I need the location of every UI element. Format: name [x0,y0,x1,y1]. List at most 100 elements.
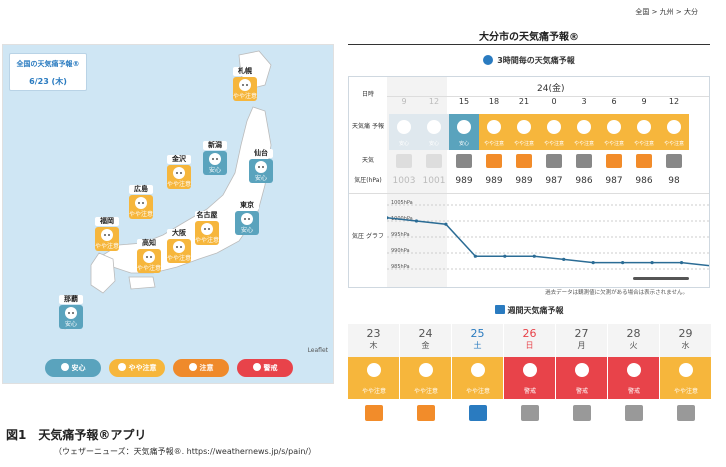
pin-city: 札幌 [233,67,257,76]
pressure-point [709,264,710,267]
week-day-4[interactable]: 27 月警戒 [556,324,608,424]
map-title-box: 全国の天気痛予報® 6/23 (木) [9,53,87,91]
pressure-point [387,216,389,220]
pressure-value: 987 [545,176,563,186]
week-day-2[interactable]: 25 土やや注意 [452,324,504,424]
pin-city: 広島 [129,185,153,194]
pressure-point [503,254,507,258]
pressure-value: 989 [515,176,533,186]
figure-caption: 図1 天気痛予報®アプリ [6,428,147,442]
week-day-1[interactable]: 24 金やや注意 [400,324,452,424]
map-pin-5[interactable]: 東京 安心 [235,201,259,235]
pin-badge: 安心 [59,305,83,329]
pain-cell: やや注意 [599,114,629,150]
map-pin-4[interactable]: 広島 やや注意 [129,185,153,219]
face-icon [173,167,185,179]
horizontal-scrollbar[interactable] [633,277,689,280]
legend-keikai: 警戒 [237,359,293,377]
day-of-week: 月 [577,341,586,350]
pressure-line [387,217,709,267]
map-pin-2[interactable]: 仙台 安心 [249,149,273,183]
pin-city: 新潟 [203,141,227,150]
figure-source: （ウェザーニューズ：天気痛予報®. https://weathernews.jp… [54,447,317,456]
week-pain-cell: やや注意 [660,357,712,399]
pressure-value: 1003 [392,176,416,186]
pin-city: 東京 [235,201,259,210]
map-pin-7[interactable]: 福岡 やや注意 [95,217,119,251]
pin-city: 那覇 [59,295,83,304]
graph-tick-label: 985hPa [391,264,410,270]
face-icon [65,307,77,319]
face-icon [143,251,155,263]
map-pin-10[interactable]: 那覇 安心 [59,295,83,329]
day-number: 28 [626,327,641,340]
pin-badge: やや注意 [195,221,219,245]
hour-label: 3 [581,97,587,106]
face-icon [239,79,251,91]
pin-level: やや注意 [137,265,162,272]
week-pain-level: やや注意 [673,388,698,395]
face-icon [487,120,501,134]
leaflet-attribution[interactable]: Leaflet [307,347,328,354]
face-icon [637,120,651,134]
day-header: 26 日 [504,324,556,357]
weekly-title-text: 週間天気痛予報 [507,306,564,315]
map-pin-6[interactable]: 名古屋 やや注意 [195,211,219,245]
sun-icon [516,154,532,168]
map-pin-1[interactable]: 新潟 安心 [203,141,227,175]
pressure-value: 989 [455,176,473,186]
pin-badge: 安心 [249,159,273,183]
pin-city: 大阪 [167,229,191,238]
week-pain-level: 警戒 [575,388,588,395]
pressure-value: 986 [575,176,593,186]
hourly-title: 3時間毎の天気痛予報 [348,55,710,66]
pin-level: やや注意 [233,93,258,100]
week-day-3[interactable]: 26 日警戒 [504,324,556,424]
map-pin-9[interactable]: 高知 やや注意 [137,239,161,273]
face-icon [523,363,537,377]
hour-label: 9 [401,97,407,106]
map-pin-3[interactable]: 金沢 やや注意 [167,155,191,189]
sun-icon [636,154,652,168]
day-header: 28 火 [608,324,660,357]
face-icon [367,363,381,377]
week-pain-cell: やや注意 [452,357,504,399]
hourly-table[interactable]: 24(金) 日時 天気痛 予報 天気 気圧(hPa) 気圧 グラフ 9 安心 100… [348,76,710,288]
pressure-value: 986 [635,176,653,186]
pressure-point [679,261,684,265]
day-header: 24 金 [400,324,452,357]
cloud-icon [521,405,539,421]
pain-level: やや注意 [543,141,564,147]
pin-badge: やや注意 [233,77,257,101]
map-pin-0[interactable]: 札幌 やや注意 [233,67,257,101]
day-of-week: 金 [421,341,430,350]
pin-level: 安心 [64,321,77,328]
pin-level: やや注意 [129,211,154,218]
sun-icon [486,154,502,168]
map-pin-8[interactable]: 大阪 やや注意 [167,229,191,263]
week-day-5[interactable]: 28 火警戒 [608,324,660,424]
pressure-point [532,254,536,258]
japan-map[interactable]: 全国の天気痛予報® 6/23 (木) 札幌 やや注意 新潟 安心 仙台 安心 金沢 やや注意広… [2,44,334,384]
pressure-value: 987 [605,176,623,186]
row-label-pressure: 気圧(hPa) [354,177,382,184]
hour-label: 0 [551,97,557,106]
cloud-icon [546,154,562,168]
pin-badge: やや注意 [137,249,161,273]
week-day-6[interactable]: 29 水やや注意 [660,324,712,424]
week-day-0[interactable]: 23 木やや注意 [348,324,400,424]
row-label-weather: 天気 [361,157,374,164]
breadcrumb[interactable]: 全国 > 九州 > 大分 [635,8,698,16]
title-divider [348,44,710,45]
face-icon [397,120,411,134]
pain-level: 安心 [428,141,439,147]
day-number: 26 [522,327,537,340]
face-icon [117,363,126,371]
pressure-point [444,222,448,226]
pressure-point [591,261,595,265]
pain-cell: やや注意 [479,114,509,150]
pin-level: やや注意 [95,243,120,250]
face-icon [577,120,591,134]
pain-level: やや注意 [663,141,684,147]
